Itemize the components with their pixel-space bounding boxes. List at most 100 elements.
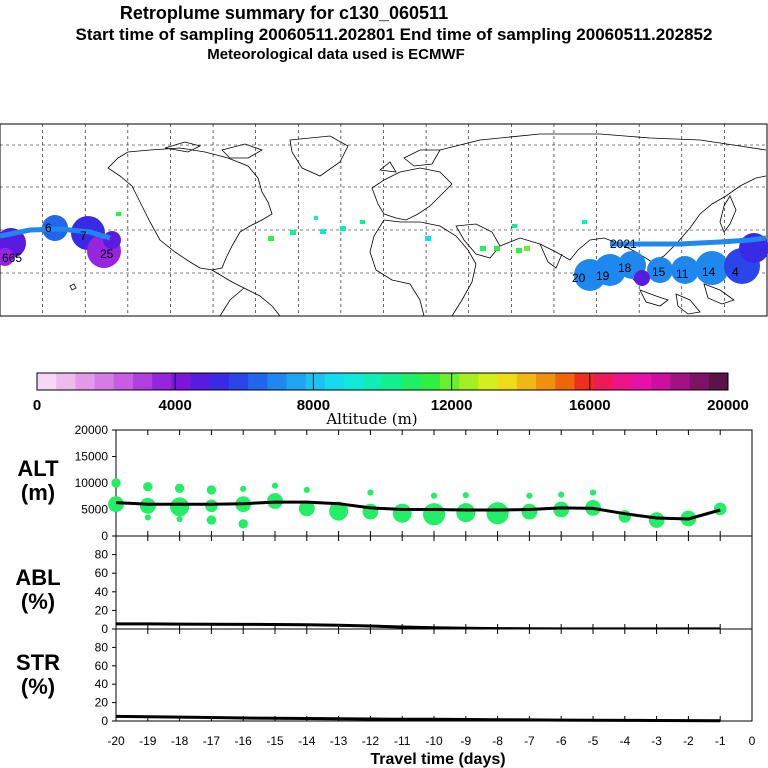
x-axis-label: Travel time (days): [370, 751, 505, 768]
colorbar-cell: [286, 373, 307, 390]
abl-ytick-label: 40: [95, 585, 109, 599]
plume-marker: [320, 229, 326, 234]
colorbar-cell: [708, 373, 729, 390]
track-label: 20: [572, 271, 586, 285]
plume-marker: [340, 226, 346, 231]
x-tick-label: -7: [524, 734, 535, 748]
colorbar-cell: [651, 373, 671, 390]
track-label: 15: [652, 265, 666, 279]
alt-marker: [430, 492, 438, 499]
alt-marker: [392, 503, 412, 523]
colorbar-cell: [574, 373, 595, 390]
plume-marker: [634, 270, 650, 286]
alt-marker: [111, 478, 121, 488]
alt-marker: [456, 503, 476, 523]
colorbar-cell: [420, 373, 441, 390]
colorbar-tick-label: 0: [33, 397, 41, 414]
x-tick-label: 0: [749, 734, 756, 748]
colorbar-cell: [94, 373, 115, 390]
plume-marker: [695, 251, 729, 285]
alt-panel: 0 5000 10000 15000 20000 ALT (m): [17, 423, 753, 543]
colorbar-tick-label: 20000: [707, 397, 749, 414]
page-title: Retroplume summary for c130_060511: [119, 3, 449, 23]
colorbar-cell: [401, 373, 422, 390]
alt-marker: [462, 492, 469, 499]
str-axis-unit: (%): [21, 674, 55, 699]
colorbar-cell: [497, 373, 518, 390]
alt-marker: [558, 491, 565, 498]
plume-marker: [582, 220, 587, 224]
alt-marker: [648, 512, 665, 528]
colorbar-cell: [267, 373, 288, 390]
colorbar-cell: [171, 373, 192, 390]
abl-panel: 0 20 40 60 80 ABL (%): [15, 535, 753, 636]
alt-marker: [176, 515, 183, 523]
alt-marker: [521, 503, 538, 520]
str-ytick-label: 80: [95, 640, 109, 654]
alt-marker: [206, 515, 217, 525]
alt-marker: [108, 496, 124, 513]
x-tick-label: -10: [425, 734, 443, 748]
alt-marker: [486, 502, 509, 525]
plume-track-east: 20 19 18 15 11 14 4 2021: [572, 233, 768, 291]
alt-marker: [144, 514, 151, 521]
plume-track-west: 6 7 25 665: [0, 215, 121, 268]
colorbar-cell: [75, 373, 96, 390]
track-label: 14: [702, 265, 716, 279]
colorbar-cell: [56, 373, 76, 390]
plume-marker: [647, 257, 673, 283]
track-label: 2021: [610, 237, 637, 251]
abl-plot-area: [115, 535, 753, 630]
str-ytick-label: 20: [95, 696, 109, 710]
plume-marker: [524, 246, 530, 251]
plume-marker: [494, 246, 500, 251]
track-label: 7: [80, 229, 87, 243]
colorbar-cell: [113, 373, 134, 390]
alt-marker: [367, 489, 374, 496]
colorbar-cell: [248, 373, 268, 390]
sampling-times: Start time of sampling 20060511.202801 E…: [75, 25, 713, 44]
x-tick-label: -3: [651, 734, 662, 748]
alt-marker: [205, 499, 218, 513]
x-tick-label: -1: [715, 734, 726, 748]
colorbar-cell: [459, 373, 479, 390]
x-tick-label: -6: [556, 734, 567, 748]
alt-marker: [303, 486, 310, 493]
colorbar-cell: [555, 373, 575, 390]
track-label: 25: [100, 247, 114, 261]
alt-marker: [271, 482, 279, 489]
plume-marker: [512, 224, 517, 228]
x-tick-label: -20: [107, 734, 125, 748]
alt-marker: [139, 497, 156, 514]
colorbar-cell: [132, 373, 153, 390]
alt-marker: [553, 501, 570, 518]
alt-axis-label: ALT: [17, 456, 59, 481]
track-label: 11: [676, 267, 689, 281]
alt-ytick-label: 5000: [81, 503, 108, 517]
colorbar-cell: [363, 373, 383, 390]
colorbar-cell: [440, 373, 460, 390]
colorbar-cell: [593, 373, 614, 390]
alt-ytick-label: 15000: [75, 450, 109, 464]
abl-ytick-label: 60: [95, 566, 109, 580]
colorbar-tick-label: 12000: [431, 397, 473, 414]
colorbar-cell: [632, 373, 652, 390]
track-label: 665: [2, 251, 22, 265]
plume-marker: [290, 230, 296, 235]
colorbar-cell: [228, 373, 249, 390]
abl-ytick-label: 20: [95, 603, 109, 617]
met-data-line: Meteorological data used is ECMWF: [207, 46, 465, 63]
str-plot-area: [115, 628, 753, 722]
track-label: 4: [732, 265, 739, 279]
colorbar-cell: [344, 373, 364, 390]
abl-axis-unit: (%): [21, 589, 55, 614]
alt-marker: [713, 502, 727, 516]
alt-axis-unit: (m): [21, 480, 55, 505]
coastlines: [69, 133, 767, 317]
str-axis-label: STR: [16, 650, 60, 675]
alt-marker: [206, 485, 217, 495]
colorbar-cell: [305, 373, 326, 390]
colorbar-cell: [670, 373, 691, 390]
colorbar-cell: [516, 373, 537, 390]
